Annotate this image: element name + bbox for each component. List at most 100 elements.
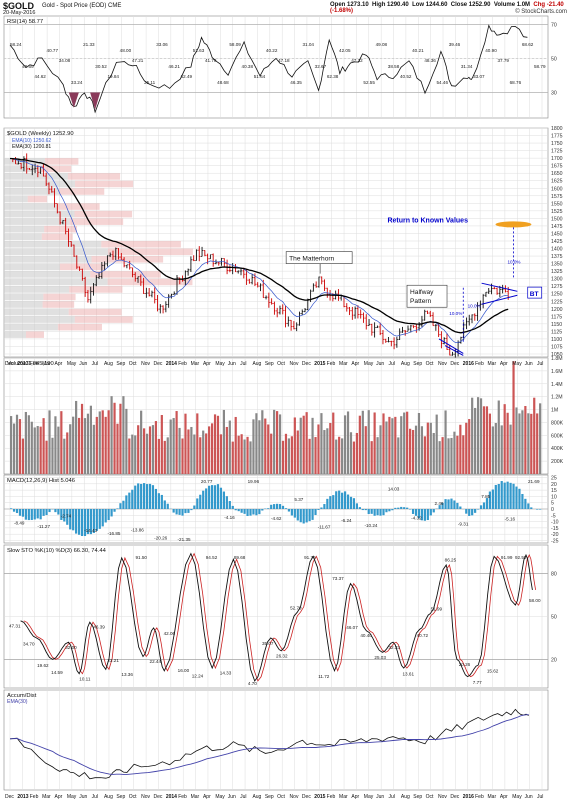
volume-bar — [27, 415, 30, 474]
macd-hist-bar — [521, 493, 524, 509]
macd-hist-bar — [86, 509, 90, 535]
x-tick-label-bottom: Dec — [5, 794, 14, 800]
x-tick-label-bottom: Jun — [376, 794, 384, 800]
volume-bar — [518, 413, 521, 474]
x-tick-label-bottom: Dec — [450, 794, 459, 800]
x-tick-label-top: Feb — [30, 361, 39, 367]
price-bar — [122, 257, 126, 268]
macd-hist-bar — [222, 491, 225, 509]
sto-data-label: 25.03 — [374, 655, 386, 660]
price-bar — [203, 250, 207, 257]
macd-hist-bar — [116, 508, 119, 509]
volume-bar — [311, 417, 314, 474]
volume-bar — [364, 426, 367, 474]
macd-hist-bar — [305, 509, 308, 523]
volume-bar — [385, 421, 388, 474]
macd-hist-bar — [101, 509, 104, 527]
volume-bar — [273, 409, 276, 474]
y-tick-label: 20 — [551, 482, 557, 488]
x-tick-label-bottom: Apr — [203, 794, 211, 800]
macd-hist-bar — [258, 509, 261, 515]
sto-data-label: 47.31 — [9, 623, 21, 628]
macd-hist-bar — [163, 500, 166, 509]
rsi-data-label: 33.07 — [473, 74, 485, 79]
macd-data-label: -11.67 — [318, 525, 331, 530]
macd-hist-bar — [119, 503, 122, 509]
price-bar — [493, 286, 496, 290]
volume-bar — [527, 413, 530, 474]
rsi-data-label: 21.33 — [83, 42, 95, 47]
macd-hist-bar — [515, 486, 518, 509]
volume-bar — [140, 410, 143, 474]
macd-hist-bar — [92, 509, 95, 533]
annotation-return: Return to Known Values — [387, 217, 468, 224]
macd-hist-bar — [382, 509, 385, 516]
price-bar — [289, 319, 293, 331]
macd-hist-bar — [45, 509, 48, 516]
macd-hist-bar — [373, 509, 376, 516]
macd-hist-bar — [488, 491, 491, 509]
price-bar — [78, 266, 81, 272]
volume-bar — [154, 421, 158, 474]
rsi-data-label: 32.67 — [315, 64, 327, 69]
x-tick-label-top: Mar — [339, 361, 348, 367]
macd-hist-bar — [311, 509, 314, 520]
price-bar — [28, 167, 31, 171]
legend-ema30: EMA(30) 1200.81 — [12, 144, 51, 150]
rsi-data-label: 52.55 — [363, 80, 375, 85]
x-tick-label-top: Mar — [488, 361, 497, 367]
volume-bar — [18, 419, 22, 474]
volume-bar — [267, 424, 270, 474]
y-tick-label: 20 — [551, 657, 557, 663]
price-bar — [42, 163, 45, 177]
rsi-data-label: 31.34 — [461, 64, 473, 69]
macd-hist-bar — [394, 507, 397, 509]
macd-data-label: -11.27 — [37, 524, 50, 529]
volume-bar — [429, 422, 432, 474]
vbp-bar-down — [69, 218, 124, 225]
sto-data-label: 92.58 — [515, 555, 527, 560]
macd-hist-bar — [30, 509, 33, 520]
chart-date: 20-May-2016 — [3, 10, 36, 16]
price-bar — [284, 305, 287, 328]
x-tick-label-bottom: Mar — [191, 794, 200, 800]
volume-bar — [485, 406, 489, 474]
volume-bar — [181, 438, 184, 474]
macd-hist-bar — [107, 509, 110, 521]
macd-hist-bar — [208, 485, 211, 509]
price-bar — [128, 260, 131, 270]
rsi-oversold-fill — [68, 92, 79, 108]
volume-bar — [258, 420, 261, 474]
sto-data-label: 91.99 — [501, 555, 513, 560]
x-tick-label-top: 2014 — [166, 361, 177, 367]
rsi-data-label: 40.52 — [400, 74, 412, 79]
sto-data-label: 14.33 — [220, 671, 232, 676]
macd-hist-bar — [54, 509, 57, 513]
macd-data-label: -20.26 — [154, 536, 167, 541]
volume-bar — [213, 414, 217, 474]
sto-data-label: 40.72 — [417, 633, 429, 638]
x-tick-label-top: 2013 — [17, 361, 28, 367]
rsi-data-label: 19.84 — [107, 74, 119, 79]
volume-bar — [459, 424, 462, 474]
x-tick-label-bottom: Sep — [413, 794, 422, 800]
vbp-bar-down — [90, 271, 161, 278]
rsi-data-label: 51.63 — [193, 48, 205, 53]
vbp-bar — [4, 271, 91, 278]
volume-bar — [343, 415, 347, 474]
price-bar — [64, 217, 67, 235]
volume-bar — [367, 410, 370, 474]
macd-hist-bar — [479, 505, 483, 509]
price-bar — [134, 272, 137, 282]
macd-data-label: 19.96 — [248, 479, 260, 484]
vbp-bar — [4, 316, 75, 323]
sto-data-label: 15.62 — [487, 669, 499, 674]
price-bar — [245, 268, 248, 285]
rsi-data-label: 48.68 — [217, 80, 229, 85]
volume-bar — [270, 433, 273, 474]
price-bar — [387, 337, 390, 343]
volume-bar — [488, 413, 491, 474]
macd-hist-bar — [63, 509, 66, 522]
price-bar — [459, 336, 463, 344]
panel-frame — [3, 689, 549, 791]
